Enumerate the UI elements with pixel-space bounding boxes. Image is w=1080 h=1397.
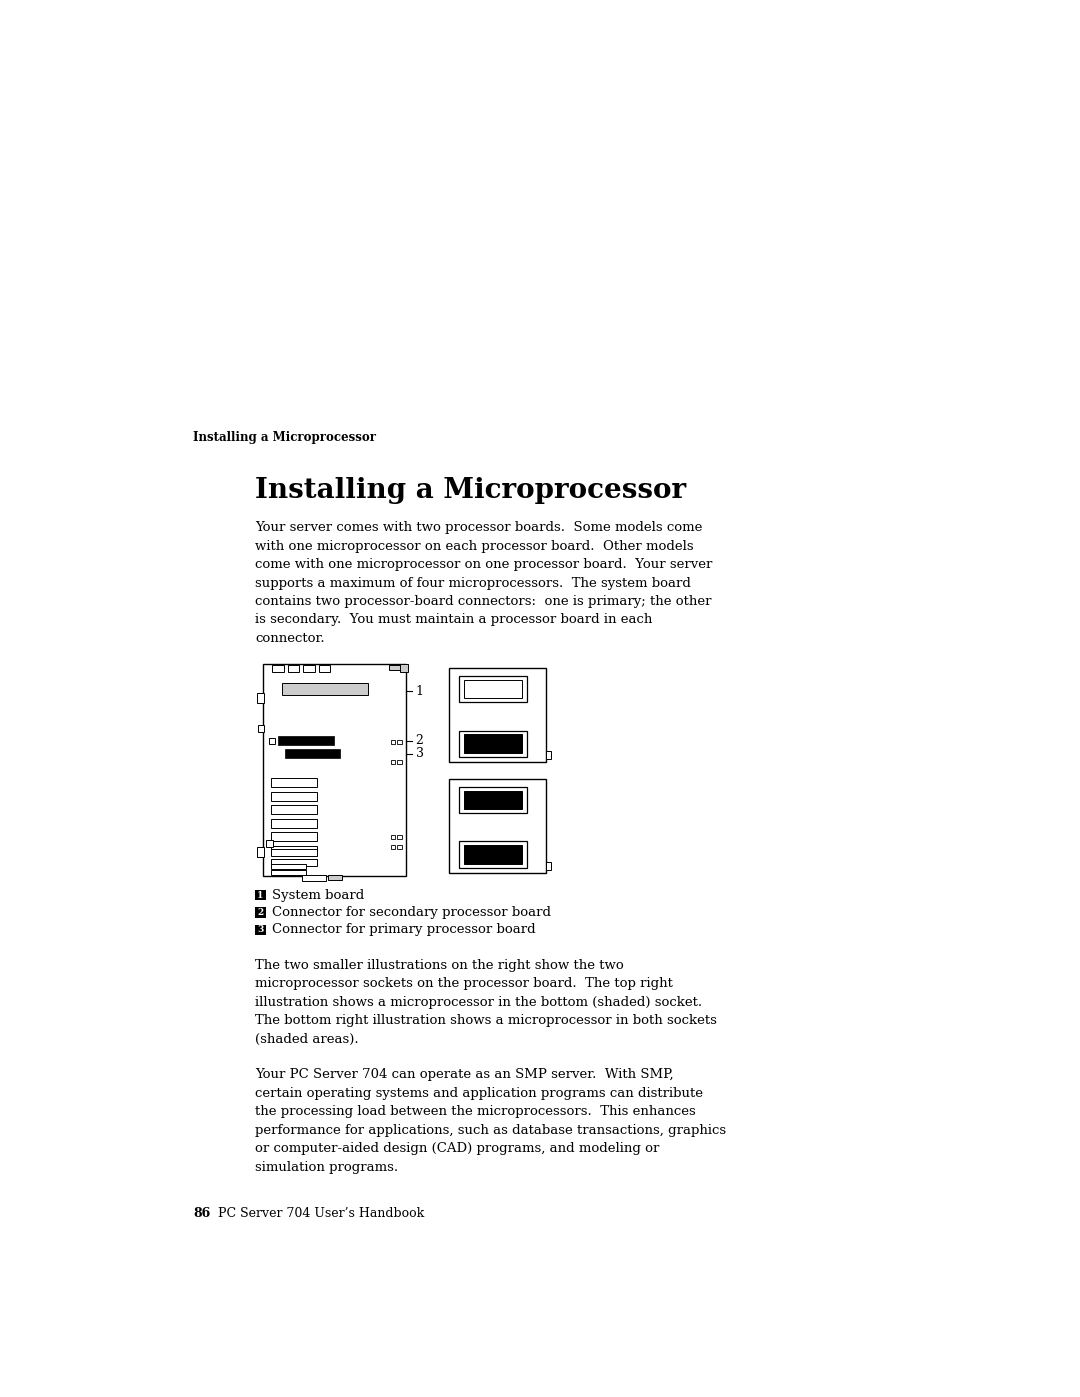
Bar [258,725,264,732]
Text: 3: 3 [257,925,264,935]
Bar [257,693,264,703]
Text: or computer-aided design (CAD) programs, and modeling or: or computer-aided design (CAD) programs,… [255,1143,660,1155]
Bar [391,740,395,743]
Bar [449,780,545,873]
Bar [255,907,266,918]
Text: 86: 86 [193,1207,211,1220]
Bar [459,787,527,813]
Text: Your server comes with two processor boards.  Some models come: Your server comes with two processor boa… [255,521,702,534]
Text: Connector for secondary processor board: Connector for secondary processor board [272,905,551,919]
Text: illustration shows a microprocessor in the bottom (shaded) socket.: illustration shows a microprocessor in t… [255,996,702,1009]
Text: Connector for primary processor board: Connector for primary processor board [272,923,536,936]
Bar [464,791,522,809]
Bar [545,752,551,759]
Text: Installing a Microprocessor: Installing a Microprocessor [193,432,376,444]
Bar [266,840,273,847]
Bar [255,890,266,900]
Text: 1: 1 [416,685,423,697]
Text: 1: 1 [257,891,264,900]
Bar [257,847,264,856]
Text: 2: 2 [416,733,423,747]
Bar [397,760,402,764]
Bar [464,845,522,863]
Text: Your PC Server 704 can operate as an SMP server.  With SMP,: Your PC Server 704 can operate as an SMP… [255,1069,674,1081]
Bar [391,835,395,840]
Text: with one microprocessor on each processor board.  Other models: with one microprocessor on each processo… [255,539,693,553]
Bar [284,749,340,759]
Bar [271,819,318,828]
Text: PC Server 704 User’s Handbook: PC Server 704 User’s Handbook [218,1207,424,1220]
Bar [271,865,306,869]
Text: 2: 2 [257,908,264,916]
Bar [391,760,395,764]
Bar [269,738,274,743]
Text: (shaded areas).: (shaded areas). [255,1032,359,1046]
Bar [545,862,551,870]
Text: microprocessor sockets on the processor board.  The top right: microprocessor sockets on the processor … [255,978,673,990]
Bar [262,665,406,876]
Text: 3: 3 [416,747,423,760]
Bar [271,870,306,876]
Bar [459,676,527,703]
Text: The bottom right illustration shows a microprocessor in both sockets: The bottom right illustration shows a mi… [255,1014,717,1027]
Text: the processing load between the microprocessors.  This enhances: the processing load between the micropro… [255,1105,696,1118]
Bar [319,665,330,672]
Bar [255,925,266,935]
Bar [271,849,318,856]
Text: certain operating systems and application programs can distribute: certain operating systems and applicatio… [255,1087,703,1099]
Bar [282,683,367,696]
Bar [397,835,402,840]
Text: connector.: connector. [255,631,325,645]
Text: is secondary.  You must maintain a processor board in each: is secondary. You must maintain a proces… [255,613,652,626]
Text: contains two processor-board connectors:  one is primary; the other: contains two processor-board connectors:… [255,595,712,608]
Text: System board: System board [272,888,364,901]
Bar [397,845,402,849]
Bar [271,778,318,788]
Bar [301,875,326,882]
Bar [271,859,318,866]
Bar [287,665,299,672]
Text: performance for applications, such as database transactions, graphics: performance for applications, such as da… [255,1123,726,1137]
Bar [459,731,527,757]
Bar [464,680,522,698]
Text: Installing a Microprocessor: Installing a Microprocessor [255,478,686,504]
Bar [459,841,527,868]
Bar [271,805,318,814]
Text: simulation programs.: simulation programs. [255,1161,399,1173]
Text: come with one microprocessor on one processor board.  Your server: come with one microprocessor on one proc… [255,557,713,571]
Bar [279,736,334,745]
Bar [303,665,314,672]
Bar [449,668,545,763]
Bar [397,740,402,743]
Text: The two smaller illustrations on the right show the two: The two smaller illustrations on the rig… [255,958,624,972]
Bar [400,665,408,672]
Bar [389,665,402,669]
Bar [328,876,342,880]
Bar [271,792,318,800]
Bar [391,845,395,849]
Text: supports a maximum of four microprocessors.  The system board: supports a maximum of four microprocesso… [255,577,691,590]
Bar [464,735,522,753]
Bar [271,845,318,855]
Bar [272,665,284,672]
Bar [271,833,318,841]
